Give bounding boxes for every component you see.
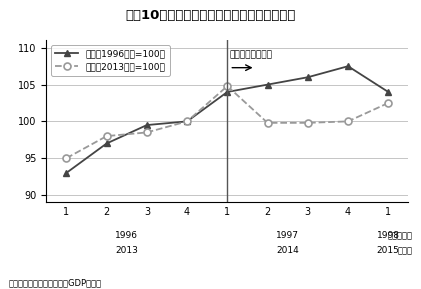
Text: 2015: 2015 <box>377 246 400 255</box>
前回（1996年度=100） <box>305 75 310 79</box>
Legend: 前回（1996年度=100）, 今回（2013年度=100）: 前回（1996年度=100）, 今回（2013年度=100） <box>51 45 170 76</box>
前回（1996年度=100） <box>225 90 230 94</box>
Line: 今回（2013年度=100）: 今回（2013年度=100） <box>63 83 392 162</box>
今回（2013年度=100） <box>225 84 230 88</box>
今回（2013年度=100） <box>184 120 189 123</box>
前回（1996年度=100） <box>386 90 391 94</box>
前回（1996年度=100） <box>265 83 270 86</box>
前回（1996年度=100） <box>346 64 351 68</box>
今回（2013年度=100） <box>144 131 149 134</box>
前回（1996年度=100） <box>104 142 109 145</box>
今回（2013年度=100） <box>305 121 310 125</box>
Line: 前回（1996年度=100）: 前回（1996年度=100） <box>63 63 392 176</box>
Text: （資料）内閣府「四半期別GDP速報」: （資料）内閣府「四半期別GDP速報」 <box>8 279 101 288</box>
今回（2013年度=100） <box>346 120 351 123</box>
今回（2013年度=100） <box>265 121 270 125</box>
今回（2013年度=100） <box>64 156 69 160</box>
Text: 2013: 2013 <box>115 246 138 255</box>
今回（2013年度=100） <box>386 101 391 105</box>
Text: （年）: （年） <box>397 246 413 255</box>
Text: 1996: 1996 <box>115 231 138 240</box>
前回（1996年度=100） <box>144 123 149 127</box>
今回（2013年度=100） <box>104 134 109 138</box>
Text: 1998: 1998 <box>377 231 400 240</box>
前回（1996年度=100） <box>184 120 189 123</box>
Text: （四半期）: （四半期） <box>387 231 413 240</box>
前回（1996年度=100） <box>64 171 69 175</box>
Text: 2014: 2014 <box>276 246 299 255</box>
Text: 1997: 1997 <box>276 231 299 240</box>
Text: 図表10　消費増税前後の実質設備投資の動き: 図表10 消費増税前後の実質設備投資の動き <box>125 9 296 22</box>
Text: 消費税率引き上げ: 消費税率引き上げ <box>229 50 272 59</box>
